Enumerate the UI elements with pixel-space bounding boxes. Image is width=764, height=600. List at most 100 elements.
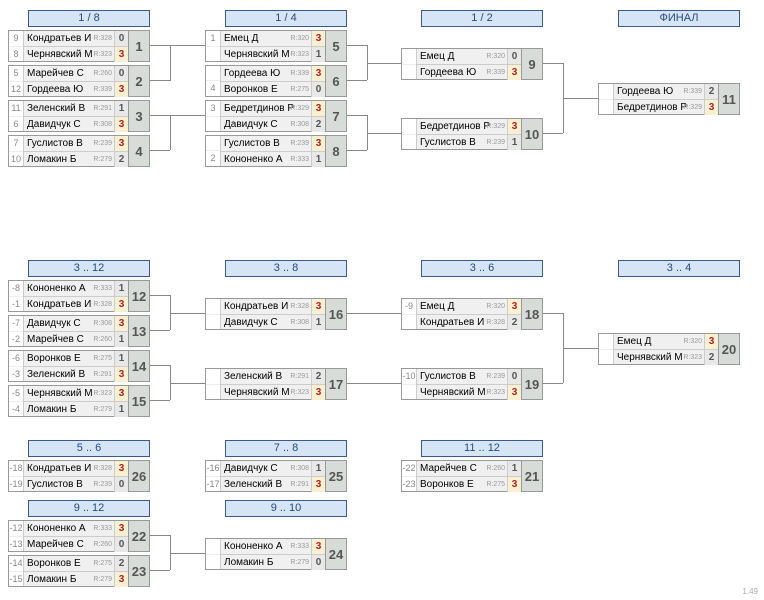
score: 3 <box>507 299 521 315</box>
score: 1 <box>114 351 128 367</box>
seed-column: -22-23 <box>402 461 417 491</box>
rating: R:260 <box>93 332 112 347</box>
bracket-line <box>150 45 170 46</box>
round-header: 1 / 4 <box>225 10 347 27</box>
score: 2 <box>311 369 325 385</box>
seed <box>206 136 220 151</box>
player-name: Чернявский МR:323 <box>614 350 704 365</box>
score-column: 03 <box>114 66 128 96</box>
bracket-line <box>150 330 170 331</box>
score: 1 <box>114 281 128 297</box>
seed-column: -10 <box>402 369 417 399</box>
score: 1 <box>507 461 521 477</box>
match-number: 26 <box>128 461 149 491</box>
player-name: Зеленский ВR:291 <box>24 367 114 382</box>
rating: R:328 <box>93 461 112 476</box>
match-number: 15 <box>128 386 149 416</box>
match-number: 10 <box>521 119 542 149</box>
score: 1 <box>311 47 325 62</box>
score-column: 30 <box>114 461 128 491</box>
bracket-line <box>563 348 598 349</box>
match-box: -18-19Кондратьев ИR:328Гуслистов ВR:2393… <box>8 460 150 492</box>
score: 3 <box>114 316 128 332</box>
player-name: Марейчев СR:260 <box>24 332 114 347</box>
score-column: 13 <box>507 461 521 491</box>
player-name: Воронков ЕR:275 <box>24 556 114 572</box>
seed: -3 <box>9 367 23 382</box>
rating: R:339 <box>683 84 702 99</box>
seed <box>402 65 416 80</box>
score-column: 32 <box>114 136 128 166</box>
bracket-line <box>543 383 563 384</box>
bracket-line <box>170 313 205 314</box>
score-column: 23 <box>114 556 128 586</box>
rating: R:260 <box>486 461 505 476</box>
player-name: Емец ДR:320 <box>614 334 704 350</box>
match-number: 9 <box>521 49 542 79</box>
score: 3 <box>311 539 325 555</box>
name-column: Кононенко АR:333Кондратьев ИR:328 <box>24 281 114 311</box>
rating: R:320 <box>683 334 702 349</box>
bracket-line <box>150 295 170 296</box>
seed-column <box>599 334 614 364</box>
rating: R:239 <box>486 135 505 150</box>
seed-column <box>599 84 614 114</box>
score: 1 <box>507 135 521 150</box>
rating: R:275 <box>486 477 505 492</box>
seed: -6 <box>9 351 23 367</box>
seed <box>599 100 613 115</box>
seed-column: -8-1 <box>9 281 24 311</box>
rating: R:308 <box>93 316 112 331</box>
rating: R:339 <box>290 66 309 81</box>
score: 3 <box>114 117 128 132</box>
score-column: 13 <box>311 461 325 491</box>
rating: R:275 <box>93 351 112 366</box>
player-name: Кононенко АR:333 <box>24 281 114 297</box>
player-name: Зеленский ВR:291 <box>221 369 311 385</box>
rating: R:333 <box>290 152 309 167</box>
player-name: Гуслистов ВR:239 <box>24 477 114 492</box>
name-column: Кононенко АR:333Ломакин БR:279 <box>221 539 311 569</box>
rating: R:260 <box>93 537 112 552</box>
name-column: Гордеева ЮR:339Воронков ЕR:275 <box>221 66 311 96</box>
seed-column <box>206 369 221 399</box>
bracket-line <box>367 63 368 80</box>
player-name: Давидчук СR:308 <box>221 315 311 330</box>
match-box: -10Гуслистов ВR:239Чернявский МR:3230319 <box>401 368 543 400</box>
rating: R:328 <box>290 299 309 314</box>
player-name: Марейчев СR:260 <box>417 461 507 477</box>
seed <box>402 49 416 65</box>
player-name: Кондратьев ИR:328 <box>221 299 311 315</box>
score: 0 <box>311 555 325 570</box>
match-box: -9Емец ДR:320Кондратьев ИR:3283218 <box>401 298 543 330</box>
seed: -4 <box>9 402 23 417</box>
rating: R:291 <box>290 477 309 492</box>
score-column: 32 <box>311 101 325 131</box>
player-name: Чернявский МR:323 <box>24 386 114 402</box>
match-number: 16 <box>325 299 346 329</box>
score: 3 <box>114 386 128 402</box>
seed <box>206 539 220 555</box>
player-name: Марейчев СR:260 <box>24 66 114 82</box>
seed <box>599 350 613 365</box>
seed-column <box>206 539 221 569</box>
player-name: Зеленский ВR:291 <box>221 477 311 492</box>
match-number: 4 <box>128 136 149 166</box>
player-name: Ломакин БR:279 <box>221 555 311 570</box>
rating: R:320 <box>486 299 505 314</box>
rating: R:239 <box>486 369 505 384</box>
match-box: 3Бедретдинов РR:329Давидчук СR:308327 <box>205 100 347 132</box>
seed: 6 <box>9 117 23 132</box>
match-box: -12-13Кононенко АR:333Марейчев СR:260302… <box>8 520 150 552</box>
score-column: 30 <box>114 521 128 551</box>
score-column: 03 <box>114 31 128 61</box>
player-name: Емец ДR:320 <box>417 299 507 315</box>
score: 0 <box>114 66 128 82</box>
name-column: Кондратьев ИR:328Гуслистов ВR:239 <box>24 461 114 491</box>
name-column: Кондратьев ИR:328Чернявский МR:323 <box>24 31 114 61</box>
name-column: Гуслистов ВR:239Кононенко АR:333 <box>221 136 311 166</box>
seed: -15 <box>9 572 23 587</box>
score-column: 32 <box>507 299 521 329</box>
seed: 10 <box>9 152 23 167</box>
rating: R:308 <box>290 117 309 132</box>
